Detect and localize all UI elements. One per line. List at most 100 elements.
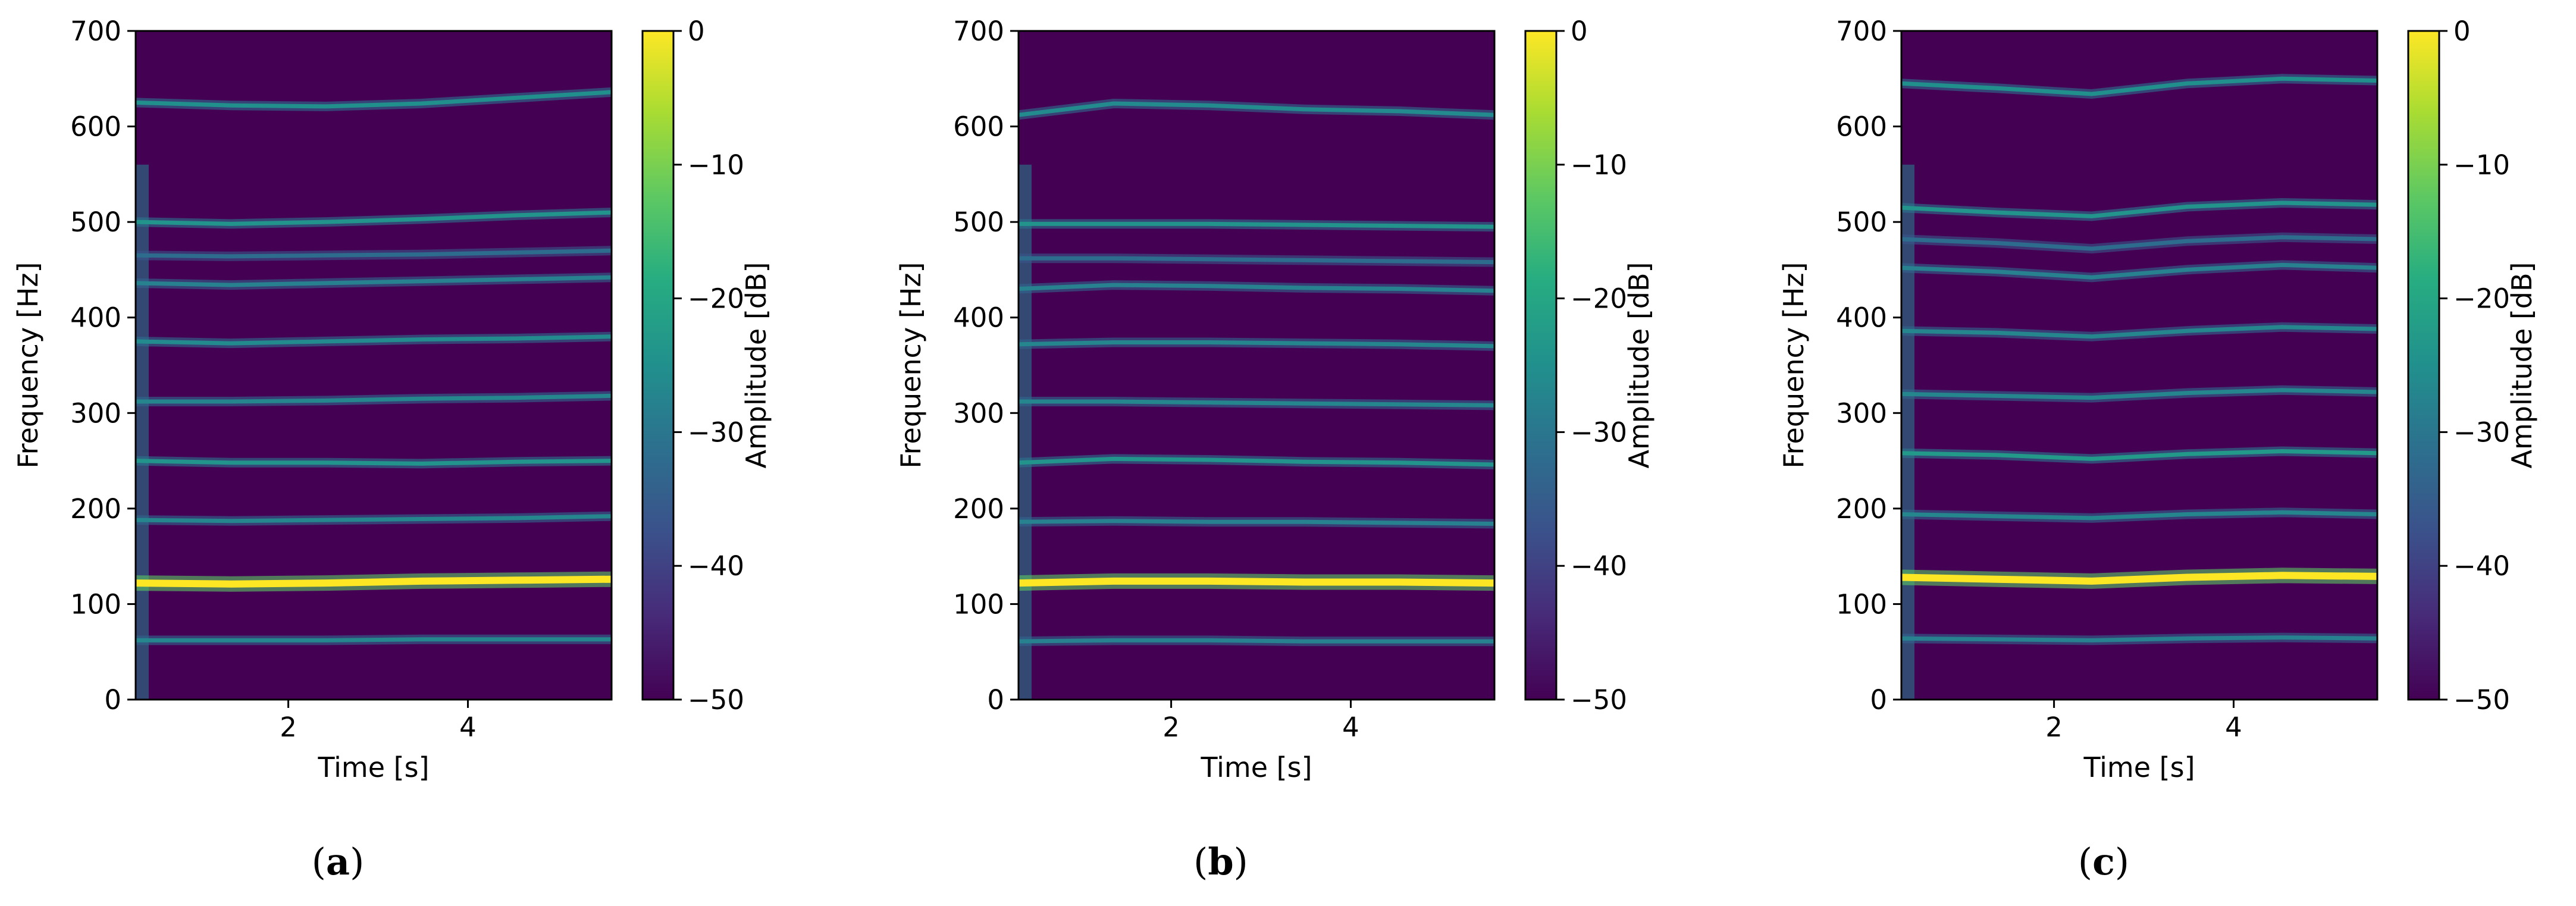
harmonic-track xyxy=(1019,456,1494,467)
spectrogram-background xyxy=(1901,31,2377,700)
y-tick-label: 300 xyxy=(1836,397,1887,429)
colorbar xyxy=(2407,30,2440,701)
panel-label-a: (a) xyxy=(312,840,365,883)
y-tick-label: 500 xyxy=(953,206,1004,238)
plot-frame xyxy=(134,30,613,701)
colorbar-tick-label: −20 xyxy=(688,283,744,315)
colorbar-tick-label: −50 xyxy=(688,684,744,716)
colorbar-tick-label: 0 xyxy=(1571,15,1588,47)
y-tick-label: 500 xyxy=(70,206,121,238)
y-tick-label: 200 xyxy=(1836,493,1887,525)
fundamental-track xyxy=(1901,572,2377,585)
panel-label-b: (b) xyxy=(1193,840,1248,883)
harmonic-track xyxy=(1019,519,1494,526)
spectrogram-panel-c: 0 100 200 300 400 500 600 700 2 4 Time [s] Frequenc… xyxy=(1778,15,2538,883)
y-tick-label: 700 xyxy=(70,15,121,47)
spectrogram-background xyxy=(136,31,612,700)
x-tick-label: 4 xyxy=(1342,711,1359,743)
colorbar-tick-label: −10 xyxy=(1571,149,1627,181)
y-tick-label: 600 xyxy=(70,111,121,143)
harmonic-track xyxy=(1901,510,2377,521)
y-tick-label: 200 xyxy=(953,493,1004,525)
colorbar-tick-label: −40 xyxy=(1571,550,1627,582)
colorbar-label: Amplitude [dB] xyxy=(740,262,772,469)
y-tick-label: 0 xyxy=(1870,684,1887,716)
onset-transient xyxy=(1019,164,1032,700)
harmonic-track xyxy=(1901,235,2377,251)
y-tick-label: 200 xyxy=(70,493,121,525)
x-tick-label: 4 xyxy=(2225,711,2242,743)
spectrogram-background xyxy=(1019,31,1494,700)
harmonic-track xyxy=(1901,388,2377,400)
colorbar-tick-label: −30 xyxy=(2453,416,2510,448)
harmonic-track xyxy=(1901,200,2377,219)
colorbar-tick-label: −50 xyxy=(2453,684,2510,716)
y-tick-label: 300 xyxy=(953,397,1004,429)
harmonic-track xyxy=(136,637,612,642)
harmonic-track xyxy=(136,210,612,226)
harmonic-track xyxy=(1019,283,1494,293)
harmonic-track xyxy=(1901,76,2377,96)
x-axis-label: Time [s] xyxy=(1200,751,1312,783)
onset-transient xyxy=(136,164,149,700)
panel-label-c: (c) xyxy=(2078,840,2129,883)
harmonic-track xyxy=(136,393,612,404)
harmonic-track xyxy=(136,275,612,287)
plot-frame xyxy=(1900,30,2378,701)
y-tick-label: 600 xyxy=(953,111,1004,143)
y-tick-label: 100 xyxy=(70,588,121,620)
y-tick-label: 300 xyxy=(70,397,121,429)
harmonic-track xyxy=(1019,340,1494,349)
harmonic-track xyxy=(136,514,612,523)
y-tick-label: 0 xyxy=(104,684,121,716)
x-tick-label: 2 xyxy=(280,711,297,743)
y-axis-label: Frequency [Hz] xyxy=(1778,262,1810,469)
fundamental-track xyxy=(1019,577,1494,587)
y-tick-label: 700 xyxy=(953,15,1004,47)
harmonic-track xyxy=(1019,256,1494,265)
spectrogram-panel-b: 0 100 200 300 400 500 600 700 2 4 Time [s] Frequenc… xyxy=(895,15,1655,883)
colorbar-tick-label: 0 xyxy=(2453,15,2471,47)
harmonic-track xyxy=(1901,262,2377,280)
harmonic-track xyxy=(136,90,612,109)
y-tick-label: 600 xyxy=(1836,111,1887,143)
y-axis-label: Frequency [Hz] xyxy=(12,262,44,469)
y-tick-label: 400 xyxy=(70,302,121,334)
colorbar-tick-label: −50 xyxy=(1571,684,1627,716)
colorbar-tick-label: −10 xyxy=(688,149,744,181)
colorbar-label: Amplitude [dB] xyxy=(2506,262,2538,469)
colorbar-tick-label: −40 xyxy=(688,550,744,582)
colorbar-tick-label: 0 xyxy=(688,15,705,47)
harmonic-track xyxy=(1019,399,1494,407)
colorbar-label: Amplitude [dB] xyxy=(1623,262,1655,469)
harmonic-tracks xyxy=(136,87,612,700)
colorbar-tick-label: −20 xyxy=(2453,283,2510,315)
y-tick-label: 500 xyxy=(1836,206,1887,238)
colorbar-tick-label: −30 xyxy=(688,416,744,448)
harmonic-track xyxy=(136,334,612,346)
x-tick-label: 2 xyxy=(2045,711,2063,743)
y-tick-label: 400 xyxy=(1836,302,1887,334)
onset-transient xyxy=(1901,164,1914,700)
colorbar xyxy=(1524,30,1557,701)
x-tick-label: 2 xyxy=(1162,711,1180,743)
x-tick-label: 4 xyxy=(459,711,477,743)
spectrogram-panel-a: 0 100 200 300 400 500 600 700 2 4 Time [s] Frequenc… xyxy=(12,15,772,883)
harmonic-track xyxy=(1019,638,1494,644)
y-tick-label: 700 xyxy=(1836,15,1887,47)
colorbar-tick-label: −40 xyxy=(2453,550,2510,582)
harmonic-track xyxy=(1901,325,2377,339)
y-tick-label: 400 xyxy=(953,302,1004,334)
harmonic-track xyxy=(136,248,612,259)
plot-frame xyxy=(1017,30,1496,701)
colorbar-tick-label: −30 xyxy=(1571,416,1627,448)
x-axis-label: Time [s] xyxy=(317,751,429,783)
y-axis-label: Frequency [Hz] xyxy=(895,262,927,469)
colorbar xyxy=(641,30,675,701)
harmonic-track xyxy=(136,459,612,466)
harmonic-track xyxy=(1901,635,2377,642)
colorbar-tick-label: −10 xyxy=(2453,149,2510,181)
x-axis-label: Time [s] xyxy=(2083,751,2195,783)
y-tick-label: 100 xyxy=(953,588,1004,620)
